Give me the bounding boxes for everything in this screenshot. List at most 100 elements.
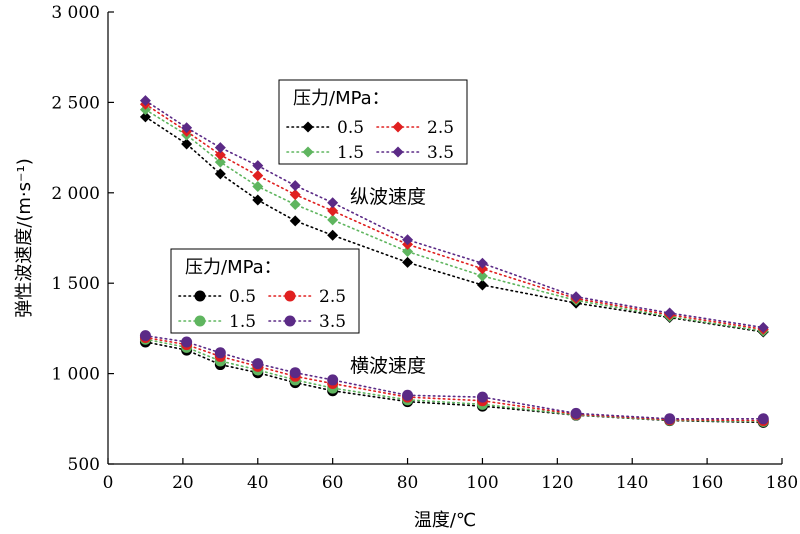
data-point [289,189,301,201]
legend-item-0.5: 0.5 [286,118,364,138]
legend-item-0.5: 0.5 [178,287,256,307]
data-point [214,347,226,359]
data-point [302,121,314,133]
data-point [289,199,301,211]
data-point [252,160,264,172]
x-tick-label: 140 [616,473,648,493]
data-point [476,279,488,291]
series-line [144,341,765,424]
legend-label: 1.5 [337,143,364,163]
legend-item-2.5: 2.5 [268,287,346,307]
data-point [181,336,193,348]
x-tick-label: 120 [541,473,573,493]
data-point [402,246,414,258]
x-tick-label: 0 [103,473,114,493]
x-tick-label: 80 [397,473,419,493]
legend-item-2.5: 2.5 [376,118,454,138]
legend-label: 2.5 [427,118,454,138]
data-point [757,321,769,333]
legend-label: 0.5 [229,287,256,307]
data-point [664,413,676,425]
data-point [476,270,488,282]
y-tick-label: 2 500 [51,93,100,113]
data-point [402,256,414,268]
data-point [476,391,488,403]
data-point [214,142,226,154]
series-line [144,99,765,329]
legend-label: 0.5 [337,118,364,138]
data-point [252,170,264,182]
series-line [144,334,765,420]
series-layer [139,95,769,428]
data-point [757,413,769,425]
data-point [289,180,301,192]
legend-label: 2.5 [319,287,346,307]
series-shear-0.5 [139,336,769,428]
y-tick-label: 500 [68,455,100,475]
axes: 500 1 000 1 500 2 000 2 500 3 000 0 20 40 60 80 100… [51,3,798,493]
data-point [214,168,226,180]
series-shear-1.5 [139,333,769,428]
data-point [664,307,676,319]
data-point [570,407,582,419]
series-line [144,116,765,333]
y-tick-label: 3 000 [51,3,100,23]
data-point [402,234,414,246]
x-tick-label: 40 [247,473,269,493]
y-axis-title: 弹性波速度/(m·s⁻¹) [14,158,35,317]
x-tick-label: 60 [322,473,344,493]
data-point [284,290,296,302]
series-shear-2.5 [139,331,769,427]
x-tick-label: 100 [466,473,498,493]
legend-item-1.5: 1.5 [178,312,256,332]
legend-item-1.5: 1.5 [286,143,364,163]
series-line [144,338,765,423]
series-longitudinal-3.5 [139,95,769,333]
series-line [144,336,765,422]
data-point [181,122,193,134]
data-point [392,146,404,158]
data-point [252,358,264,370]
data-point [327,229,339,241]
data-point [139,330,151,342]
legend-label: 3.5 [427,143,454,163]
legend-item-3.5: 3.5 [376,143,454,163]
legend-shear: 压力/MPa： 0.5 2.5 1.5 3.5 [170,248,360,334]
data-point [402,389,414,401]
data-point [214,156,226,168]
legend-label: 1.5 [229,312,256,332]
annotation-shear-wave: 横波速度 [350,355,426,377]
data-point [181,138,193,150]
y-tick-label: 1 500 [51,274,100,294]
data-point [392,121,404,133]
data-point [214,149,226,161]
data-point [327,214,339,226]
x-tick-label: 180 [766,473,798,493]
y-tick-label: 1 000 [51,365,100,385]
data-point [289,215,301,227]
data-point [289,367,301,379]
series-shear-3.5 [139,330,769,425]
data-point [327,197,339,209]
y-tick-label: 2 000 [51,184,100,204]
data-point [302,146,314,158]
data-point [284,315,296,327]
data-point [327,374,339,386]
legend-longitudinal: 压力/MPa： 0.5 2.5 1.5 3.5 [278,79,468,165]
data-point [476,257,488,269]
legend-title: 压力/MPa： [185,257,282,278]
legend-title: 压力/MPa： [293,88,390,109]
data-point [252,194,264,206]
series-line [144,108,765,332]
data-point [252,180,264,192]
legend-item-3.5: 3.5 [268,312,346,332]
data-point [139,111,151,123]
x-axis-title: 温度/℃ [414,510,476,531]
data-point [139,95,151,107]
data-point [327,205,339,217]
annotation-longitudinal-wave: 纵波速度 [350,186,426,208]
legend-label: 3.5 [319,312,346,332]
x-tick-label: 160 [691,473,723,493]
data-point [194,290,206,302]
